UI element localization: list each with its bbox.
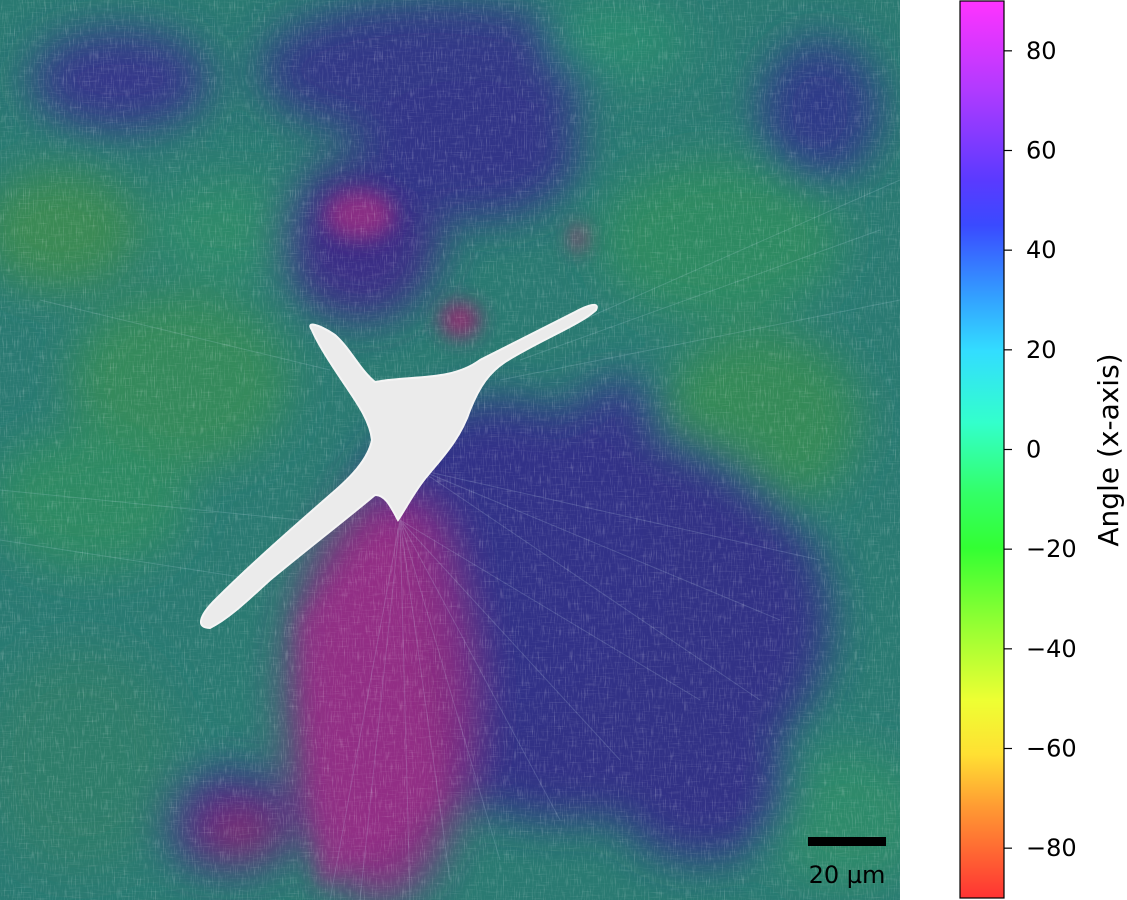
colorbar-tick-label: 80: [1026, 37, 1057, 65]
colorbar-tick-label: −20: [1026, 535, 1077, 563]
colorbar-label: Angle (x-axis): [1092, 353, 1125, 546]
scale-bar: 20 µm: [808, 837, 886, 889]
colorbar-tick-label: 0: [1026, 436, 1041, 464]
fiber-streaks: [0, 179, 900, 900]
colorbar-tick-label: 20: [1026, 336, 1057, 364]
colorbar-tick-label: 60: [1026, 137, 1057, 165]
micrograph: 20 µm: [0, 0, 900, 900]
colorbar-tick-label: 40: [1026, 236, 1057, 264]
colorbar-ticks: 80 60 40 20 0 −20 −40 −60 −80: [1004, 37, 1077, 862]
scale-bar-label: 20 µm: [809, 861, 886, 889]
colorbar-tick-label: −40: [1026, 635, 1077, 663]
colorbar-tick-label: −80: [1026, 834, 1077, 862]
cell-body: [200, 304, 598, 630]
colorbar-gradient: [959, 0, 1005, 899]
fiber-texture-cross: [0, 0, 900, 900]
colorbar-tick-label: −60: [1026, 735, 1077, 763]
scale-bar-line: [808, 837, 886, 846]
colorbar: 80 60 40 20 0 −20 −40 −60 −80 Angle (x-axis): [959, 0, 1125, 899]
